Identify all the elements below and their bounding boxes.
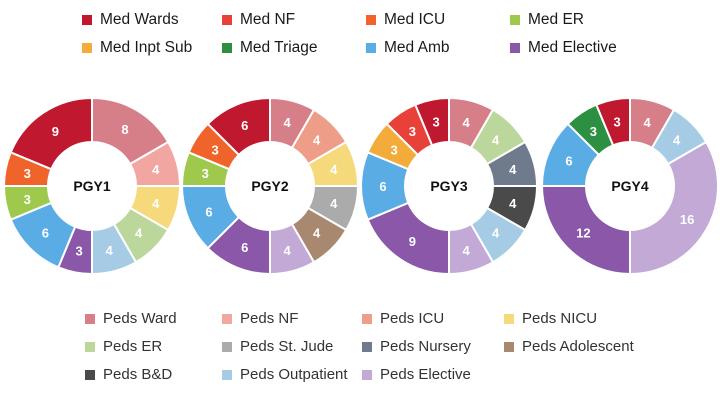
slice-value-label: 16: [680, 212, 694, 227]
donut-slice-med-wards: [414, 96, 450, 147]
slice-value-label: 4: [462, 115, 470, 130]
slice-value-label: 3: [24, 192, 31, 207]
donut-chart-pgy4: 4 4 16 12 6 3 3 PGY4: [540, 96, 719, 276]
slice-value-label: 4: [492, 226, 500, 241]
slice-value-label: 3: [202, 166, 209, 181]
slice-value-label: 12: [576, 226, 590, 241]
slice-value-label: 4: [643, 115, 651, 130]
slice-value-label: 4: [283, 243, 291, 258]
slice-value-label: 3: [24, 166, 31, 181]
slice-value-label: 6: [42, 226, 49, 241]
slice-value-label: 4: [330, 196, 338, 211]
slice-value-label: 4: [462, 243, 470, 258]
slice-value-label: 4: [509, 162, 517, 177]
slice-value-label: 4: [509, 196, 517, 211]
slice-value-label: 6: [241, 240, 248, 255]
slice-value-label: 4: [283, 115, 291, 130]
donut-slice-peds-elective: [629, 140, 719, 276]
slice-value-label: 6: [565, 154, 572, 169]
slice-value-label: 6: [205, 204, 212, 219]
slice-value-label: 4: [135, 226, 143, 241]
slice-value-label: 3: [391, 142, 398, 157]
slice-value-label: 3: [433, 114, 440, 129]
slice-value-label: 4: [492, 132, 500, 147]
slice-value-label: 9: [409, 234, 416, 249]
slice-value-label: 4: [330, 162, 338, 177]
slice-value-label: 3: [590, 124, 597, 139]
slice-value-label: 4: [152, 162, 160, 177]
slice-value-label: 4: [313, 132, 321, 147]
slice-value-label: 6: [379, 179, 386, 194]
donut-center-title: PGY2: [251, 178, 289, 194]
slice-value-label: 6: [241, 118, 248, 133]
slice-value-label: 9: [52, 124, 59, 139]
slice-value-label: 3: [614, 114, 621, 129]
donut-center-title: PGY1: [73, 178, 111, 194]
slice-value-label: 4: [105, 243, 113, 258]
slice-value-label: 4: [313, 226, 321, 241]
donut-slice-med-wards: [9, 96, 93, 171]
slice-value-label: 3: [76, 244, 83, 259]
donut-center-title: PGY4: [611, 178, 649, 194]
donut-slice-med-wards: [206, 96, 271, 157]
donut-slice-med-wards: [595, 96, 631, 147]
slice-value-label: 4: [152, 196, 160, 211]
slice-value-label: 4: [673, 132, 681, 147]
slice-value-label: 8: [121, 122, 128, 137]
slice-value-label: 3: [212, 142, 219, 157]
slice-value-label: 3: [409, 124, 416, 139]
donut-center-title: PGY3: [430, 178, 468, 194]
donut-slice-med-elective: [540, 185, 631, 276]
